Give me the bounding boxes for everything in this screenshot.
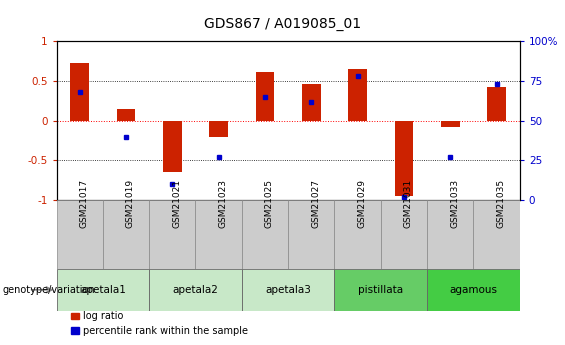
Text: apetala3: apetala3 [265, 285, 311, 295]
Text: pistillata: pistillata [358, 285, 403, 295]
Legend: log ratio, percentile rank within the sample: log ratio, percentile rank within the sa… [67, 307, 251, 340]
Bar [302, 84, 320, 121]
Text: GSM21033: GSM21033 [450, 179, 459, 228]
FancyBboxPatch shape [56, 200, 103, 269]
Bar [71, 63, 89, 121]
FancyBboxPatch shape [195, 200, 242, 269]
Bar [441, 121, 459, 127]
FancyBboxPatch shape [103, 200, 149, 269]
Text: genotype/variation: genotype/variation [3, 285, 95, 295]
Text: GSM21025: GSM21025 [265, 179, 274, 228]
Text: GSM21035: GSM21035 [497, 179, 506, 228]
Bar [349, 69, 367, 121]
FancyBboxPatch shape [381, 200, 427, 269]
Bar [395, 121, 413, 196]
Text: agamous: agamous [450, 285, 497, 295]
Text: GSM21019: GSM21019 [126, 179, 135, 228]
FancyBboxPatch shape [334, 269, 427, 310]
Bar [488, 87, 506, 121]
Text: GSM21027: GSM21027 [311, 179, 320, 228]
FancyBboxPatch shape [288, 200, 334, 269]
FancyBboxPatch shape [427, 200, 473, 269]
Bar [256, 71, 274, 121]
Text: apetala1: apetala1 [80, 285, 126, 295]
Text: GSM21017: GSM21017 [80, 179, 89, 228]
FancyBboxPatch shape [149, 269, 242, 310]
Text: GSM21023: GSM21023 [219, 179, 228, 228]
FancyBboxPatch shape [427, 269, 520, 310]
FancyBboxPatch shape [242, 269, 334, 310]
Bar [210, 121, 228, 137]
Text: GDS867 / A019085_01: GDS867 / A019085_01 [204, 17, 361, 31]
Text: apetala2: apetala2 [172, 285, 219, 295]
Bar [117, 109, 135, 121]
Text: GSM21029: GSM21029 [358, 179, 367, 228]
Bar [163, 121, 181, 172]
Text: GSM21021: GSM21021 [172, 179, 181, 228]
FancyBboxPatch shape [242, 200, 288, 269]
Text: GSM21031: GSM21031 [404, 179, 413, 228]
FancyBboxPatch shape [56, 269, 149, 310]
FancyBboxPatch shape [473, 200, 520, 269]
FancyBboxPatch shape [149, 200, 195, 269]
FancyBboxPatch shape [334, 200, 381, 269]
